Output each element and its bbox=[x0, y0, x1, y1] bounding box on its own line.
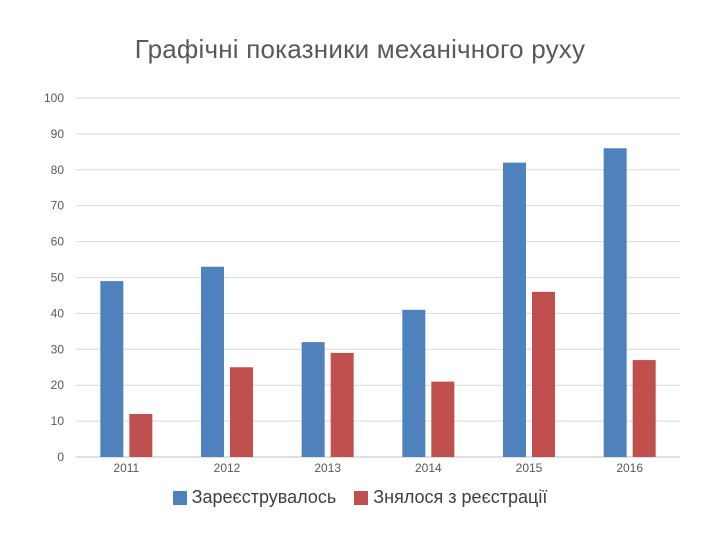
y-tick-label: 100 bbox=[44, 91, 64, 105]
bar-deregistered-2014 bbox=[431, 381, 455, 457]
chart-title: Графічні показники механічного руху bbox=[134, 34, 586, 64]
bar-registered-2012 bbox=[201, 266, 224, 457]
bar-deregistered-2011 bbox=[129, 413, 153, 457]
y-tick-label: 60 bbox=[51, 235, 65, 249]
bar-registered-2013 bbox=[301, 342, 325, 457]
y-tick-label: 20 bbox=[51, 378, 65, 392]
legend-swatch-registered bbox=[172, 490, 187, 505]
y-tick-label: 10 bbox=[51, 414, 65, 428]
y-tick-label: 0 bbox=[57, 450, 64, 464]
bar-registered-2011 bbox=[100, 281, 124, 457]
y-tick-label: 90 bbox=[51, 127, 65, 141]
y-tick-label: 40 bbox=[51, 306, 65, 320]
bar-deregistered-2015 bbox=[532, 291, 555, 457]
bars bbox=[100, 148, 656, 457]
legend-item-deregistered: Знялося з реєстрації bbox=[354, 487, 547, 508]
x-tick-label: 2012 bbox=[214, 461, 241, 475]
bar-deregistered-2012 bbox=[230, 367, 253, 457]
bar-registered-2016 bbox=[603, 148, 627, 457]
x-axis-ticks: 2011 2012 2013 2014 2015 2016 bbox=[113, 461, 643, 475]
y-tick-label: 30 bbox=[51, 342, 65, 356]
x-tick-label: 2015 bbox=[516, 461, 543, 475]
x-tick-label: 2016 bbox=[616, 461, 643, 475]
bar-registered-2014 bbox=[402, 309, 426, 457]
legend-swatch-deregistered bbox=[354, 490, 369, 505]
bar-deregistered-2016 bbox=[632, 360, 656, 457]
y-tick-label: 80 bbox=[51, 163, 65, 177]
x-tick-label: 2014 bbox=[415, 461, 442, 475]
y-tick-label: 70 bbox=[51, 199, 65, 213]
gridlines bbox=[76, 97, 680, 458]
bar-deregistered-2013 bbox=[330, 352, 354, 457]
x-tick-label: 2011 bbox=[113, 461, 139, 475]
legend-label-registered: Зареєструвалось bbox=[191, 487, 337, 507]
y-tick-label: 50 bbox=[51, 271, 65, 285]
legend-label-deregistered: Знялося з реєстрації bbox=[373, 487, 548, 507]
bar-registered-2015 bbox=[503, 162, 526, 457]
x-tick-label: 2013 bbox=[314, 461, 341, 475]
legend-item-registered: Зареєструвалось bbox=[172, 487, 337, 508]
legend: Зареєструвалось Знялося з реєстрації bbox=[0, 487, 720, 508]
y-axis-ticks: 0 10 20 30 40 50 60 70 80 90 100 bbox=[44, 91, 64, 464]
